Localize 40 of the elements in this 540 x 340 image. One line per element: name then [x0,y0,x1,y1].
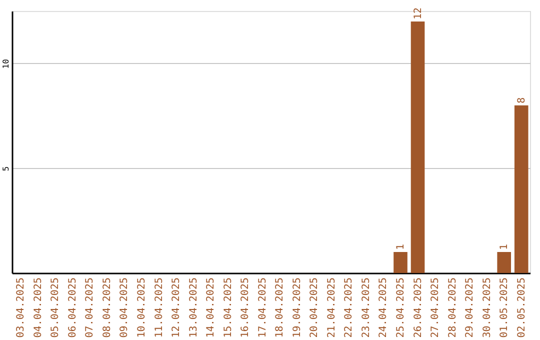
x-tick-label: 01.05.2025 [499,278,510,338]
y-tick-label: 5 [2,166,10,172]
x-tick-label: 17.04.2025 [257,278,268,338]
x-tick-label: 05.04.2025 [50,278,62,338]
bar [410,21,425,273]
x-tick-label: 12.04.2025 [171,278,182,338]
x-tick-label: 07.04.2025 [84,278,96,338]
x-tick-label: 02.05.2025 [516,278,528,338]
x-tick-label: 04.04.2025 [32,278,44,338]
x-tick-label: 09.04.2025 [119,278,130,338]
x-tick-label: 19.04.2025 [292,278,303,338]
x-tick-label: 10.04.2025 [136,278,148,338]
x-tick-label: 14.04.2025 [206,278,217,338]
x-tick-label: 29.04.2025 [464,278,476,338]
x-tick-label: 28.04.2025 [447,278,458,338]
x-tick-label: 23.04.2025 [360,278,372,338]
bar [394,252,408,273]
x-tick-label: 06.04.2025 [67,278,78,338]
x-tick-label: 21.04.2025 [326,278,338,338]
bar [497,252,512,273]
x-tick-label: 11.04.2025 [154,278,165,338]
data-label: 12 [412,7,424,20]
x-tick-label: 20.04.2025 [309,278,320,338]
y-tick-label: 10 [2,58,10,69]
data-label: 1 [396,244,406,250]
x-tick-label: 13.04.2025 [188,278,200,338]
x-tick-label: 27.04.2025 [430,278,442,338]
data-label: 1 [499,244,510,250]
x-tick-label: 03.04.2025 [16,278,27,338]
x-tick-label: 08.04.2025 [102,278,113,338]
x-tick-label: 30.04.2025 [482,278,493,338]
data-label: 8 [516,97,528,104]
x-tick-label: 18.04.2025 [274,278,286,338]
x-tick-label: 15.04.2025 [222,278,234,338]
x-tick-label: 26.04.2025 [412,278,424,338]
x-tick-label: 25.04.2025 [396,278,406,338]
bar [514,105,528,273]
x-tick-label: 22.04.2025 [344,278,355,338]
x-tick-label: 16.04.2025 [240,278,252,338]
x-tick-label: 24.04.2025 [378,278,390,338]
